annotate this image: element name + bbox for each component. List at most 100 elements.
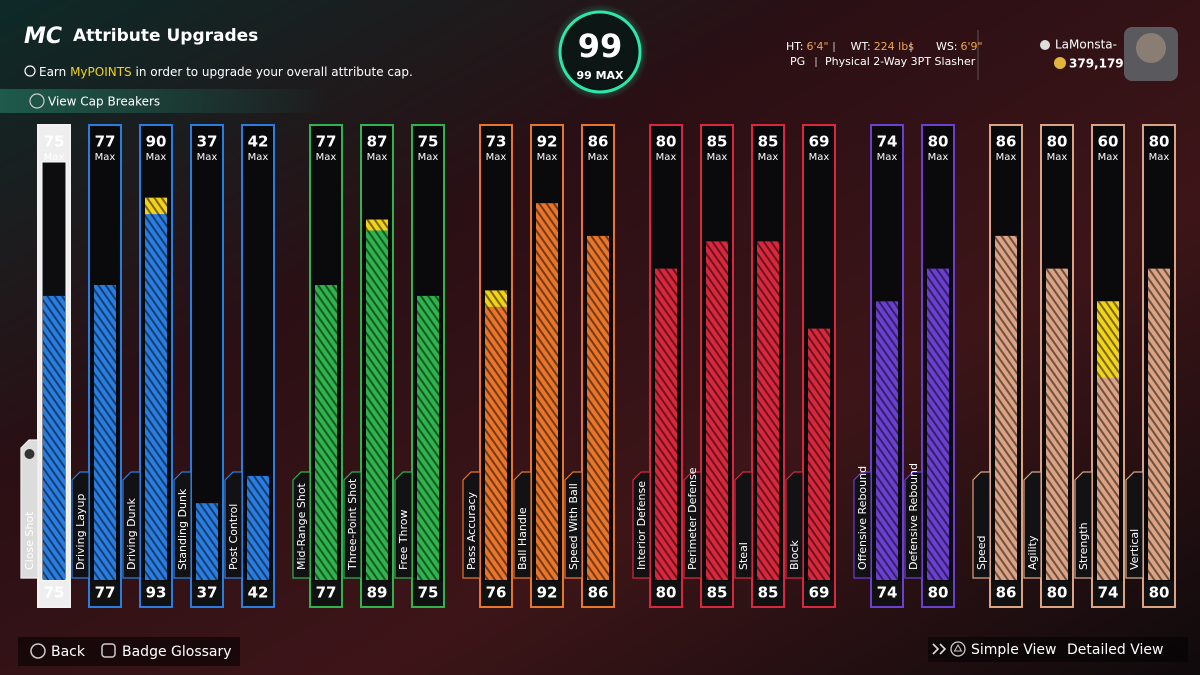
name-tab — [20, 439, 39, 579]
back-button[interactable]: Back — [51, 644, 86, 660]
stripe-overlay — [995, 235, 1017, 580]
attribute-name[interactable]: Standing Dunk — [176, 488, 189, 570]
max-caption: Max — [758, 152, 779, 163]
max-value: 92 — [537, 133, 558, 151]
overall-value: 99 — [578, 27, 623, 65]
name-tab — [292, 471, 311, 579]
max-value: 80 — [928, 133, 949, 151]
attribute-name[interactable]: Offensive Rebound — [856, 466, 869, 570]
current-box — [1093, 581, 1123, 606]
max-value: 85 — [707, 133, 728, 151]
max-value: 90 — [146, 133, 167, 151]
max-caption: Max — [656, 152, 677, 163]
attribute-name[interactable]: Post Control — [227, 504, 240, 570]
max-value: 77 — [95, 133, 116, 151]
max-value: 77 — [316, 133, 337, 151]
current-box — [311, 581, 341, 606]
current-box — [481, 581, 511, 606]
current-value: 80 — [656, 584, 677, 602]
vc-balance: 379,179 — [1069, 57, 1124, 71]
max-caption: Max — [418, 152, 439, 163]
max-caption: Max — [809, 152, 830, 163]
max-value: 73 — [486, 133, 507, 151]
detailed-view-tab[interactable]: Detailed View — [1067, 642, 1163, 658]
stripe-overlay — [876, 301, 898, 580]
info-text: Earn MyPOINTS in order to upgrade your o… — [39, 65, 413, 79]
current-box — [753, 581, 783, 606]
max-caption: Max — [996, 152, 1017, 163]
max-value: 75 — [418, 133, 439, 151]
stripe-overlay — [1097, 301, 1119, 580]
current-box — [90, 581, 120, 606]
ht-value: 6'4" — [807, 40, 829, 53]
max-value: 80 — [1047, 133, 1068, 151]
attribute-name[interactable]: Pass Accuracy — [465, 491, 478, 570]
attribute-name[interactable]: Block — [788, 540, 801, 570]
attribute-name[interactable]: Ball Handle — [516, 507, 529, 570]
simple-view-tab[interactable]: Simple View — [971, 642, 1056, 658]
attribute-name[interactable]: Mid-Range Shot — [295, 482, 308, 570]
footer-left — [18, 637, 240, 666]
name-tab — [122, 471, 141, 579]
current-value: 89 — [367, 584, 388, 602]
stripe-overlay — [366, 219, 388, 580]
stripe-overlay — [1046, 268, 1068, 580]
name-tab — [683, 471, 702, 579]
max-caption: Max — [44, 152, 65, 163]
attribute-name[interactable]: Strength — [1077, 522, 1090, 570]
name-tab — [853, 471, 872, 579]
attribute-name[interactable]: Driving Dunk — [125, 498, 138, 570]
avatar-head — [1136, 33, 1166, 63]
cap-breakers-label[interactable]: View Cap Breakers — [48, 95, 160, 109]
ws-label: WS: — [936, 40, 958, 53]
max-value: 86 — [588, 133, 609, 151]
current-box — [583, 581, 613, 606]
max-value: 75 — [44, 133, 65, 151]
max-caption: Max — [928, 152, 949, 163]
overall-max: 99 MAX — [576, 69, 624, 82]
clock-icon — [24, 449, 35, 459]
psn-icon — [1040, 40, 1050, 50]
current-box — [413, 581, 443, 606]
name-tab — [224, 471, 243, 579]
stripe-overlay — [196, 503, 218, 580]
attribute-name[interactable]: Agility — [1026, 535, 1039, 570]
stripe-overlay — [145, 197, 167, 580]
current-value: 86 — [588, 584, 609, 602]
max-value: 60 — [1098, 133, 1119, 151]
stripe-overlay — [706, 241, 728, 580]
max-caption: Max — [248, 152, 269, 163]
player-measurements: HT: 6'4" WT: 224 lbs WS: 6'9" — [786, 40, 983, 53]
attribute-name[interactable]: Free Throw — [397, 509, 410, 570]
attribute-name[interactable]: Speed — [975, 536, 988, 570]
circle-button-icon — [30, 643, 46, 659]
current-value: 42 — [248, 584, 269, 602]
attribute-name[interactable]: Perimeter Defense — [686, 467, 699, 570]
name-tab — [173, 471, 192, 579]
current-box — [141, 581, 171, 606]
stripe-overlay — [1148, 268, 1170, 580]
name-tab — [513, 471, 532, 579]
badge-glossary-button[interactable]: Badge Glossary — [122, 644, 232, 660]
attribute-name[interactable]: Steal — [737, 542, 750, 570]
position: PG — [790, 55, 805, 68]
attribute-name[interactable]: Three-Point Shot — [346, 478, 359, 571]
attribute-name[interactable]: Close Shot — [23, 511, 36, 570]
cap-breakers-button[interactable] — [0, 89, 330, 113]
attribute-name[interactable]: Defensive Rebound — [907, 463, 920, 570]
attribute-name[interactable]: Interior Defense — [635, 481, 648, 570]
attribute-name[interactable]: Driving Layup — [74, 494, 87, 570]
current-value: 77 — [316, 584, 337, 602]
current-value: 77 — [95, 584, 116, 602]
max-caption: Max — [1098, 152, 1119, 163]
overall-badge — [558, 10, 642, 94]
current-value: 69 — [809, 584, 830, 602]
max-caption: Max — [1047, 152, 1068, 163]
current-box — [39, 581, 69, 606]
attribute-name[interactable]: Vertical — [1128, 529, 1141, 570]
stripe-overlay — [808, 328, 830, 580]
max-value: 42 — [248, 133, 269, 151]
name-tab — [904, 471, 923, 579]
attribute-name[interactable]: Speed With Ball — [567, 483, 580, 570]
footer-right — [928, 637, 1188, 662]
